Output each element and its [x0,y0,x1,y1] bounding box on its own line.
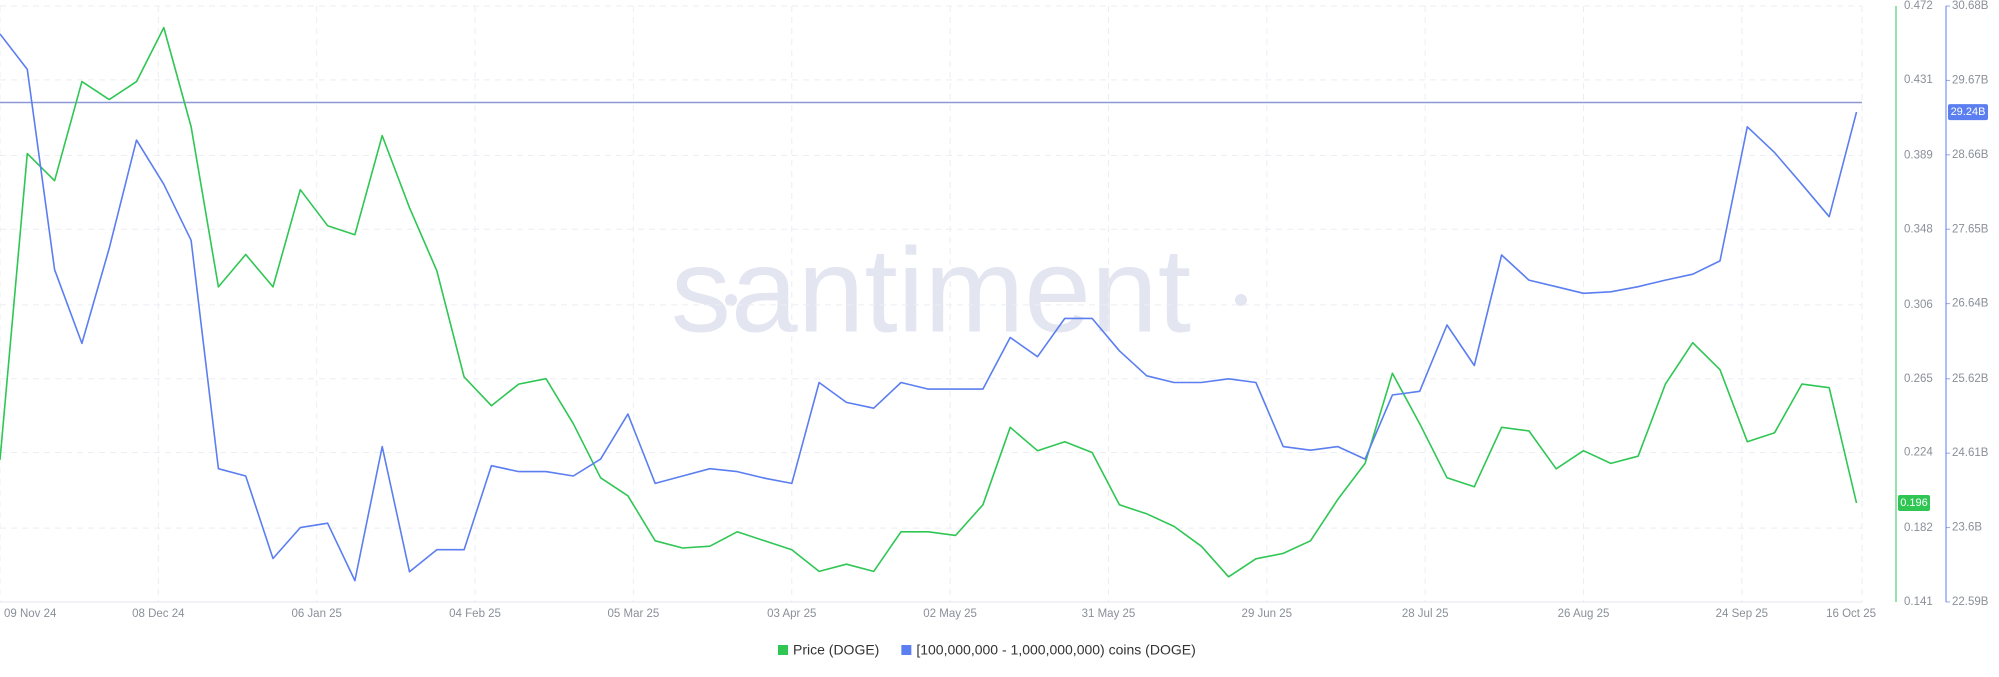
x-tick-label: 04 Feb 25 [449,608,501,620]
y-tick-label: 0.431 [1904,74,1933,86]
x-tick-label: 31 May 25 [1082,608,1136,620]
y2-tick-label: 28.66B [1952,149,1989,161]
y-tick-label: 0.182 [1904,522,1933,534]
x-tick-label: 03 Apr 25 [767,608,816,620]
series-line [0,33,1858,582]
x-tick-label: 28 Jul 25 [1402,608,1449,620]
x-tick-label: 24 Sep 25 [1716,608,1768,620]
x-tick-label: 02 May 25 [923,608,977,620]
y2-tick-label: 25.62B [1952,373,1989,385]
x-tick-label: 26 Aug 25 [1558,608,1610,620]
legend: Price (DOGE) [100,000,000 - 1,000,000,000… [778,642,1196,658]
y-tick-label: 0.141 [1904,596,1933,608]
legend-swatch [901,645,912,655]
y-tick-label: 0.348 [1904,223,1933,235]
legend-swatch [778,645,788,655]
y2-tick-label: 23.6B [1952,522,1982,534]
legend-label: [100,000,000 - 1,000,000,000) coins (DOG… [916,642,1195,658]
y2-tick-label: 27.65B [1952,223,1989,235]
x-tick-label: 05 Mar 25 [608,608,660,620]
value-tag [1898,494,1930,511]
y-tick-label: 0.265 [1904,373,1933,385]
x-tick-label: 06 Jan 25 [291,608,342,620]
y2-tick-label: 29.67B [1952,74,1989,86]
x-tick-label: 08 Dec 24 [132,608,185,620]
value-tag-label: 29.24B [1951,106,1986,118]
y2-tick-label: 30.68B [1952,0,1989,12]
y-tick-label: 0.472 [1904,0,1933,12]
y-tick-label: 0.224 [1904,447,1933,459]
value-tag-label: 0.196 [1900,497,1928,509]
watermark-dot [725,294,737,306]
watermark-dot [1235,294,1247,306]
x-tick-label: 09 Nov 24 [4,608,57,620]
y2-tick-label: 22.59B [1952,596,1989,608]
series-line [0,26,1858,578]
x-tick-label: 29 Jun 25 [1242,608,1293,620]
y2-tick-label: 26.64B [1952,298,1989,310]
value-tag [1948,104,1988,121]
legend-label: Price (DOGE) [793,642,879,658]
y2-tick-label: 24.61B [1952,447,1989,459]
x-tick-label: 16 Oct 25 [1826,608,1876,620]
y-tick-label: 0.389 [1904,149,1933,161]
y-tick-label: 0.306 [1904,299,1933,311]
watermark: santiment [671,224,1191,358]
